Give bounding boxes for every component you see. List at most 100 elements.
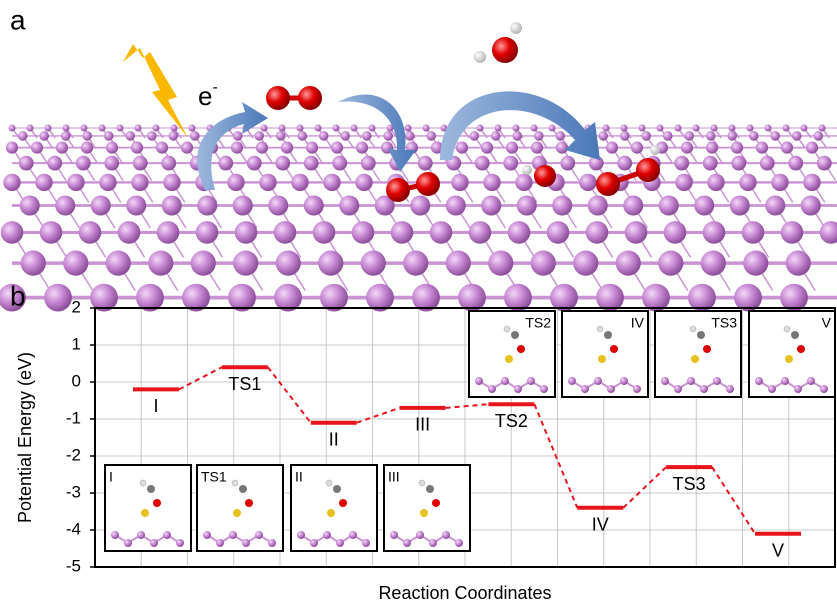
phosphorus-atom [81,142,93,154]
phosphorus-atom [55,196,75,216]
phosphorus-atom [106,251,131,276]
phosphorus-atom [442,531,450,539]
oxygen-atom [636,158,660,182]
phosphorus-atom [162,196,182,216]
lightning-icon [123,44,188,138]
phosphorus-atom [663,131,673,141]
carbon-atom [511,331,519,339]
phosphorus-atom [706,142,718,154]
phosphorus-atom [617,156,632,171]
connector [179,367,222,389]
phosphorus-atom [203,531,211,539]
phosphorus-atom [621,125,628,132]
connector [268,367,311,423]
phosphorus-atom [731,142,743,154]
phosphorus-atom [310,539,318,547]
hydrogen-atom [504,326,510,332]
phosphorus-atom [603,125,610,132]
phosphorus-atom [513,125,520,132]
sulfur-atom [598,355,606,363]
structure-inset: TS2 [469,311,555,397]
carbon-atom [791,331,799,339]
carbon-atom [697,331,705,339]
phosphorus-atom [81,125,88,132]
phosphorus-atom [426,131,436,141]
phosphorus-atom [148,251,173,276]
structure-inset: I [105,465,191,551]
phosphorus-atom [268,196,288,216]
x-axis-title: Reaction Coordinates [378,583,551,603]
phosphorus-atom [514,385,522,393]
phosphorus-atom [620,377,628,385]
phosphorus-atom [31,142,43,154]
phosphorus-atom [82,131,92,141]
phosphorus-atom [581,385,589,393]
phosphorus-atom [261,125,268,132]
phosphorus-atom [304,156,319,171]
phosphorus-atom [806,142,818,154]
level-label: TS2 [495,411,528,431]
hydrogen-atom [326,480,332,486]
phosphorus-atom [706,131,716,141]
phosphorus-atom [639,125,646,132]
phosphorus-atom [255,531,263,539]
phosphorus-atom [429,539,437,547]
y-tick-label: -3 [66,482,81,501]
phosphorus-atom [446,251,471,276]
phosphorus-atom [616,251,641,276]
phosphorus-atom [687,377,695,385]
phosphorus-atom [788,156,803,171]
phosphorus-atom [547,221,570,244]
phosphorus-atom [124,539,132,547]
hydrogen-atom [232,480,238,486]
oxygen-atom [492,37,518,63]
phosphorus-atom [259,174,276,191]
phosphorus-atom [44,284,72,312]
phosphorus-atom [405,131,415,141]
phosphorus-atom [315,125,322,132]
inset-label: I [109,469,113,485]
phosphorus-atom [313,221,336,244]
inset-label: TS3 [711,315,737,331]
phosphorus-atom [76,156,91,171]
hydrogen-atom [140,480,146,486]
phosphorus-atom [163,174,180,191]
connector [446,404,489,408]
phosphorus-atom [242,539,250,547]
phosphorus-atom [323,174,340,191]
phosphorus-atom [794,385,802,393]
inset-label: III [388,469,400,485]
phosphorus-atom [27,125,34,132]
level-label: TS3 [673,474,706,494]
level-label: V [772,540,784,560]
phosphorus-atom [197,196,217,216]
phosphorus-atom [190,131,200,141]
phosphorus-atom [362,131,372,141]
hydrogen-atom [650,145,660,155]
phosphorus-atom [405,125,412,132]
phosphorus-atom [552,196,572,216]
phosphorus-atom [47,156,62,171]
phosphorus-atom [792,131,802,141]
inset-label: IV [631,315,645,331]
phosphorus-atom [117,125,124,132]
phosphorus-atom [361,156,376,171]
oxygen-atom [517,345,525,353]
phosphorus-atom [540,385,548,393]
phosphorus-atom [807,377,815,385]
sulfur-atom [691,355,699,363]
phosphorus-atom [233,196,253,216]
phosphorus-atom [410,196,430,216]
panel-label: b [10,280,26,311]
inset-label: TS2 [525,315,551,331]
phosphorus-atom [786,251,811,276]
hydrogen-atom [690,326,696,332]
phosphorus-atom [276,251,301,276]
phosphorus-atom [573,251,598,276]
phosphorus-atom [693,125,700,132]
phosphorus-atom [446,196,466,216]
phosphorus-atom [771,174,788,191]
phosphorus-atom [79,221,102,244]
connector [623,467,666,508]
phosphorus-atom [820,385,828,393]
